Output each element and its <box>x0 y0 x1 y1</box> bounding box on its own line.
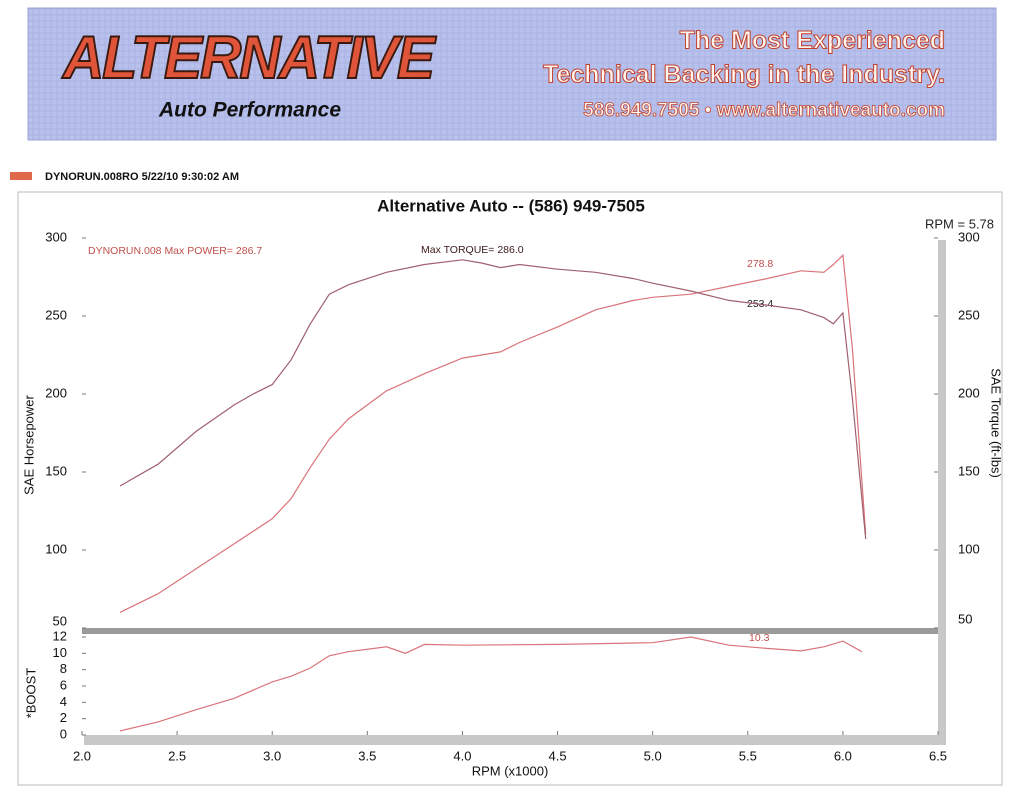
x-tick-label: 5.5 <box>739 748 757 763</box>
x-tick-label: 2.0 <box>73 748 91 763</box>
data-line <box>119 636 863 732</box>
y-tick-label: 8 <box>60 661 67 676</box>
hp-cursor-value: 278.8 <box>747 258 773 270</box>
x-tick-label: 3.5 <box>358 748 376 763</box>
y2-tick-label: 50 <box>958 611 972 626</box>
boost-axis-label: *BOOST <box>23 668 38 719</box>
y-tick-label: 10 <box>53 645 67 660</box>
x-tick-label: 4.5 <box>549 748 567 763</box>
banner: ALTERNATIVE Auto Performance The Most Ex… <box>27 7 997 141</box>
run-label: DYNORUN.008RO 5/22/10 9:30:02 AM <box>45 171 239 183</box>
chart-title: Alternative Auto -- (586) 949-7505 <box>377 196 645 215</box>
x-tick-label: 2.5 <box>168 748 186 763</box>
logo-subtitle: Auto Performance <box>158 99 341 122</box>
y-axis-label: SAE Horsepower <box>21 394 36 494</box>
y-tick-label: 12 <box>53 628 67 643</box>
cursor-rpm: RPM = 5.78 <box>925 216 994 231</box>
y-tick-label: 300 <box>45 229 67 244</box>
y-tick-label: 4 <box>60 694 67 709</box>
y2-tick-label: 200 <box>958 385 980 400</box>
x-axis-label: RPM (x1000) <box>472 763 549 778</box>
run-swatch <box>10 172 32 180</box>
y-tick-label: 2 <box>60 710 67 725</box>
main-plot-area <box>82 238 938 628</box>
y2-tick-label: 150 <box>958 463 980 478</box>
y-tick-label: 200 <box>45 385 67 400</box>
y2-tick-label: 250 <box>958 307 980 322</box>
max-torque-annotation: Max TORQUE= 286.0 <box>421 244 524 256</box>
banner-bg <box>27 7 997 141</box>
tagline: Technical Backing in the Industry. <box>543 61 945 89</box>
y-tick-label: 150 <box>45 463 67 478</box>
y-tick-label: 6 <box>60 677 67 692</box>
y2-axis-label: SAE Torque (ft-lbs) <box>989 368 1004 478</box>
boost-cursor-value: 10.3 <box>749 632 770 644</box>
y2-tick-label: 300 <box>958 229 980 244</box>
x-tick-label: 6.0 <box>834 748 852 763</box>
data-line <box>119 259 867 540</box>
panel-separator <box>82 628 938 634</box>
y-tick-label: 100 <box>45 541 67 556</box>
x-tick-label: 6.5 <box>929 748 947 763</box>
y2-tick-label: 100 <box>958 541 980 556</box>
y-tick-label: 0 <box>60 726 67 741</box>
x-tick-label: 3.0 <box>263 748 281 763</box>
y-tick-label: 250 <box>45 307 67 322</box>
contact: 586.949.7505 • www.alternativeauto.com <box>583 100 945 121</box>
logo: ALTERNATIVE <box>61 24 437 91</box>
x-tick-label: 4.0 <box>453 748 471 763</box>
max-power-annotation: DYNORUN.008 Max POWER= 286.7 <box>88 245 262 257</box>
x-tick-label: 5.0 <box>644 748 662 763</box>
data-line <box>119 253 867 613</box>
y-tick-label: 50 <box>53 613 67 628</box>
tagline: The Most Experienced <box>680 27 945 55</box>
